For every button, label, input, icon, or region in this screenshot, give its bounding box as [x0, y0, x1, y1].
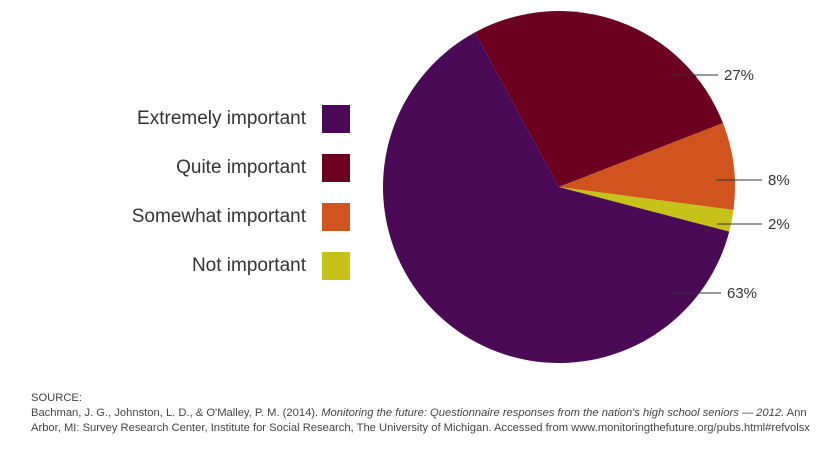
- legend-label: Not important: [191, 255, 306, 276]
- legend-label: Quite important: [176, 157, 306, 178]
- legend-swatch: [322, 252, 350, 280]
- legend-item-extremely-important: Extremely important: [60, 104, 350, 134]
- legend-swatch: [322, 105, 350, 133]
- slice-extremely-important: [383, 32, 730, 364]
- slice-not-important: [559, 187, 734, 232]
- slice-somewhat-important: [559, 123, 735, 210]
- leader-lines: [671, 74, 762, 294]
- legend-item-somewhat-important: Somewhat important: [60, 202, 350, 232]
- legend-item-not-important: Not important: [60, 251, 350, 281]
- legend-swatch: [322, 154, 350, 182]
- source-heading: SOURCE:: [31, 392, 82, 404]
- source-title: Monitoring the future: Questionnaire res…: [321, 407, 785, 419]
- legend-item-quite-important: Quite important: [60, 153, 350, 183]
- source-rest: Ann Arbor, MI: Survey Research Center, I…: [31, 407, 810, 434]
- source-citation: SOURCE: Bachman, J. G., Johnston, L. D.,…: [31, 391, 811, 436]
- legend-label: Somewhat important: [131, 206, 306, 227]
- slice-labels: 27% 8% 2% 63%: [724, 67, 790, 302]
- slice-quite-important: [475, 11, 723, 188]
- label-somewhat-important: 8%: [768, 172, 790, 189]
- label-quite-important: 27%: [724, 67, 754, 84]
- label-not-important: 2%: [768, 216, 790, 233]
- legend: Extremely important Quite important Some…: [60, 104, 350, 300]
- legend-swatch: [322, 203, 350, 231]
- source-authors: Bachman, J. G., Johnston, L. D., & O'Mal…: [31, 407, 322, 419]
- source-text: Bachman, J. G., Johnston, L. D., & O'Mal…: [31, 406, 811, 436]
- legend-label: Extremely important: [137, 108, 306, 129]
- label-extremely-important: 63%: [727, 285, 757, 302]
- pie-chart: 27% 8% 2% 63%: [383, 11, 790, 364]
- pie-slices: [383, 11, 735, 364]
